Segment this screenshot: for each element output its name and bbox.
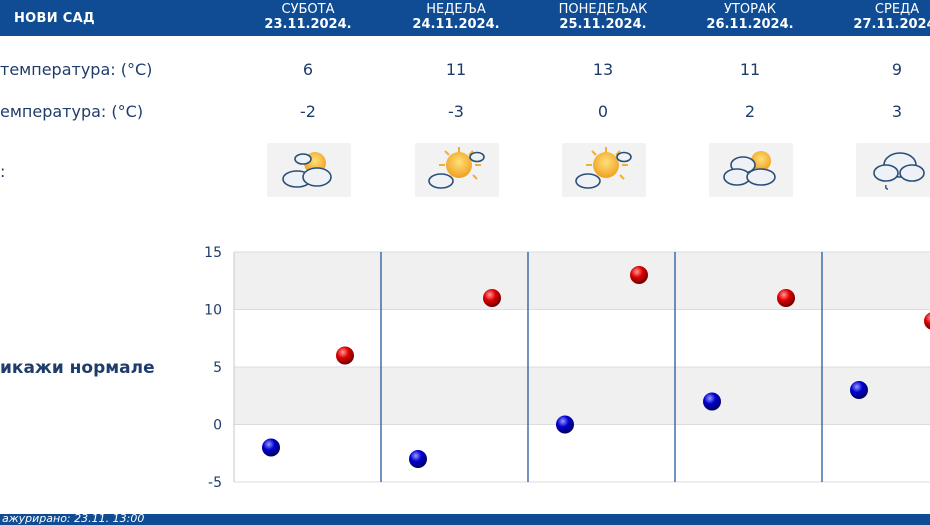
day-header-5: СРЕДА 27.11.2024. (827, 2, 930, 32)
min-temp-label: емпература: (°C) (0, 102, 144, 121)
day-date: 26.11.2024. (706, 17, 794, 32)
min-temp-point (262, 438, 280, 457)
city-name: НОВИ САД (14, 11, 95, 26)
max-temp-value: 6 (302, 60, 314, 79)
max-temp-value: 9 (891, 60, 903, 79)
max-temp-point (336, 346, 354, 365)
max-temp-value: 11 (445, 60, 467, 79)
y-tick-label: -5 (208, 475, 222, 491)
sunny-partly-cloudy-icon (415, 143, 499, 197)
min-temp-point (556, 415, 574, 434)
min-temp-point (850, 381, 868, 399)
day-header-1: СУБОТА 23.11.2024. (238, 2, 378, 32)
weather-label: : (0, 162, 6, 181)
sunny-partly-cloudy-icon (562, 143, 646, 197)
day-header-3: ПОНЕДЕЉАК 25.11.2024. (533, 2, 673, 32)
day-date: 27.11.2024. (853, 17, 930, 32)
day-name: СРЕДА (874, 2, 920, 17)
max-temp-point (924, 312, 930, 330)
chart-band (234, 367, 930, 425)
max-temp-label: температура: (°C) (0, 60, 153, 79)
cloudy-sun-icon (709, 143, 793, 197)
day-date: 24.11.2024. (412, 17, 500, 32)
show-normals-toggle[interactable]: икажи нормале (0, 358, 155, 378)
day-header-4: УТОРАК 26.11.2024. (680, 2, 820, 32)
min-temp-value: 2 (744, 102, 756, 121)
day-name: УТОРАК (723, 2, 777, 17)
max-temp-point (483, 289, 501, 307)
cloud-rain-icon (856, 143, 930, 197)
min-temp-value: -2 (300, 102, 316, 121)
temperature-chart: 15 10 5 0 -5 (204, 245, 930, 491)
min-temp-value: -3 (448, 102, 464, 121)
day-name: СУБОТА (281, 2, 335, 17)
day-header-2: НЕДЕЉА 24.11.2024. (386, 2, 526, 32)
chart-band (234, 424, 930, 482)
chart-band (234, 252, 930, 310)
max-temp-value: 13 (592, 60, 614, 79)
footer-bar: ажурирано: 23.11. 13:00 (0, 514, 930, 525)
min-temp-point (703, 392, 721, 411)
max-temp-value: 11 (739, 60, 761, 79)
day-date: 23.11.2024. (264, 17, 352, 32)
y-tick-label: 10 (204, 303, 222, 319)
min-temp-value: 0 (597, 102, 609, 121)
max-temp-point (630, 266, 648, 284)
forecast-header: НОВИ САД СУБОТА 23.11.2024. НЕДЕЉА 24.11… (0, 0, 930, 36)
day-date: 25.11.2024. (559, 17, 647, 32)
partly-cloudy-icon (267, 143, 351, 197)
y-tick-label: 15 (204, 245, 222, 261)
min-temp-point (409, 450, 427, 468)
y-tick-label: 5 (213, 360, 222, 376)
y-tick-label: 0 (213, 418, 222, 434)
day-name: ПОНЕДЕЉАК (558, 2, 648, 17)
last-updated: ажурирано: 23.11. 13:00 (2, 514, 145, 525)
day-name: НЕДЕЉА (426, 2, 486, 17)
max-temp-point (777, 289, 795, 307)
min-temp-value: 3 (891, 102, 903, 121)
